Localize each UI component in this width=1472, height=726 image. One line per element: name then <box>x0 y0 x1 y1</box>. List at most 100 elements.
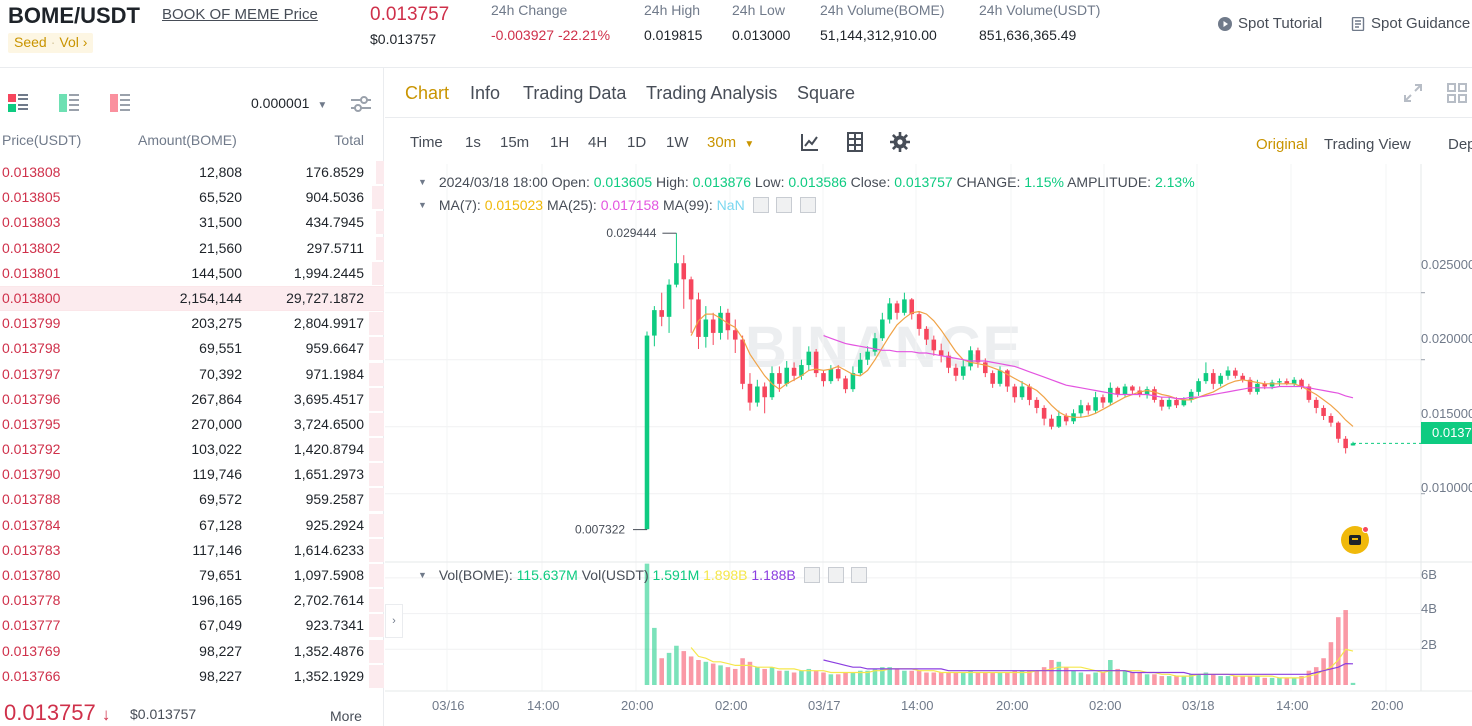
stat-24h-volume-quote: 24h Volume(USDT) 851,636,365.49 <box>979 2 1100 43</box>
ohlc-high: 0.013876 <box>692 174 752 190</box>
ask-row[interactable]: 0.013766 98,227 1,352.1929 <box>0 664 384 689</box>
chart-layout-icon[interactable] <box>845 132 865 152</box>
ask-total: 923.7341 <box>305 617 364 634</box>
close-icon[interactable] <box>800 197 817 213</box>
collapse-triangle-icon[interactable]: ▼ <box>418 177 427 187</box>
tab-trading-analysis[interactable]: Trading Analysis <box>646 83 778 103</box>
volume-bar <box>1233 676 1238 685</box>
volume-bar <box>1291 677 1297 685</box>
ask-total: 959.6647 <box>305 340 364 357</box>
ask-row[interactable]: 0.013795 270,000 3,724.6500 <box>0 412 384 437</box>
collapse-triangle-icon[interactable]: ▼ <box>418 570 427 580</box>
volume-bar <box>872 668 878 685</box>
collapse-triangle-icon[interactable]: ▼ <box>418 200 427 210</box>
eye-icon[interactable] <box>803 567 820 583</box>
interval-4h[interactable]: 4H <box>588 134 608 151</box>
ohlc-change-label: CHANGE: <box>956 174 1021 190</box>
ask-row[interactable]: 0.013778 196,165 2,702.7614 <box>0 588 384 613</box>
ask-row[interactable]: 0.013802 21,560 297.5711 <box>0 236 384 261</box>
candle-body <box>688 279 694 300</box>
fullscreen-icon[interactable] <box>1403 83 1423 103</box>
candle-body <box>887 303 892 320</box>
candlestick-chart[interactable]: 0.029444 0.007322 <box>385 164 1472 726</box>
ask-row[interactable]: 0.013788 69,572 959.2587 <box>0 487 384 512</box>
spot-guidance-link[interactable]: Spot Guidance <box>1351 15 1470 32</box>
interval-time[interactable]: Time <box>410 134 443 151</box>
ask-row[interactable]: 0.013803 31,500 434.7945 <box>0 210 384 235</box>
ma7-line <box>690 310 1354 427</box>
interval-1s[interactable]: 1s <box>465 134 481 151</box>
candle-body <box>1181 399 1187 406</box>
eye-icon[interactable] <box>752 197 769 213</box>
tab-trading-data[interactable]: Trading Data <box>523 83 627 103</box>
interval-15m[interactable]: 15m <box>500 134 530 151</box>
ask-row[interactable]: 0.013784 67,128 925.2924 <box>0 513 384 538</box>
settings-icon[interactable] <box>827 567 844 583</box>
pair-info-link[interactable]: BOOK OF MEME Price <box>162 6 318 23</box>
ask-row[interactable]: 0.013769 98,227 1,352.4876 <box>0 639 384 664</box>
candle-body <box>1144 389 1150 395</box>
col-price: Price(USDT) <box>2 132 82 148</box>
ask-row[interactable]: 0.013790 119,746 1,651.2973 <box>0 462 384 487</box>
ohlc-change: 1.15% <box>1024 174 1064 190</box>
close-icon[interactable] <box>851 567 868 583</box>
gear-icon[interactable] <box>890 132 910 152</box>
ask-row[interactable]: 0.013780 79,651 1,097.5908 <box>0 563 384 588</box>
book-bids-layout-icon[interactable] <box>59 93 79 113</box>
ask-amount: 67,128 <box>199 516 242 533</box>
settings-icon[interactable] <box>776 197 793 213</box>
ask-row[interactable]: 0.013783 117,146 1,614.6233 <box>0 538 384 563</box>
chat-float-button[interactable] <box>1341 526 1369 554</box>
view-trading-view[interactable]: Trading View <box>1324 136 1411 153</box>
vol-tick-label: 4B <box>1421 601 1437 616</box>
ask-amount: 270,000 <box>191 415 242 432</box>
view-original[interactable]: Original <box>1256 136 1308 153</box>
chart-plot-area[interactable]: BINANCE 0.029444 0.007322 ▼ 2024/03/18 18… <box>385 164 1472 726</box>
ask-row[interactable]: 0.013777 67,049 923.7341 <box>0 613 384 638</box>
grid-layout-icon[interactable] <box>1447 83 1467 103</box>
ask-row[interactable]: 0.013796 267,864 3,695.4517 <box>0 387 384 412</box>
interval-1w[interactable]: 1W <box>666 134 689 151</box>
ohlc-amplitude: 2.13% <box>1154 174 1195 190</box>
book-both-layout-icon[interactable] <box>8 93 28 113</box>
ask-row[interactable]: 0.013797 70,392 971.1984 <box>0 362 384 387</box>
book-asks-layout-icon[interactable] <box>110 93 130 113</box>
view-depth[interactable]: Depth <box>1448 136 1472 153</box>
candle-body <box>674 263 679 285</box>
ask-row[interactable]: 0.013808 12,808 176.8529 <box>0 160 384 185</box>
candle-body <box>1247 379 1253 392</box>
tab-info[interactable]: Info <box>470 83 501 103</box>
ask-row[interactable]: 0.013800 2,154,144 29,727.1872 <box>0 285 384 312</box>
volume-bar <box>1108 660 1113 685</box>
ask-total: 434.7945 <box>305 214 364 231</box>
ask-amount: 117,146 <box>192 541 242 558</box>
candle-body <box>938 350 944 356</box>
interval-30m-dropdown[interactable]: 30m ▼ <box>707 134 754 151</box>
ask-row[interactable]: 0.013798 69,551 959.6647 <box>0 336 384 361</box>
spot-tutorial-link[interactable]: Spot Tutorial <box>1218 15 1322 32</box>
candle-body <box>1299 379 1304 387</box>
candle-body <box>1019 386 1025 398</box>
ask-row[interactable]: 0.013801 144,500 1,994.2445 <box>0 261 384 286</box>
candle-body <box>652 310 657 336</box>
candle-body <box>1328 415 1334 423</box>
more-link[interactable]: More <box>330 708 362 724</box>
sliders-icon[interactable] <box>350 95 372 113</box>
volume-bar <box>938 672 944 685</box>
seed-tag[interactable]: Seed <box>14 34 47 50</box>
interval-1h[interactable]: 1H <box>550 134 570 151</box>
ask-price: 0.013780 <box>2 567 61 583</box>
ask-row[interactable]: 0.013792 103,022 1,420.8794 <box>0 437 384 462</box>
precision-select[interactable]: 0.000001 ▼ <box>251 95 327 111</box>
depth-bar <box>376 161 384 184</box>
tab-chart[interactable]: Chart <box>405 83 450 103</box>
ask-row[interactable]: 0.013799 203,275 2,804.9917 <box>0 311 384 336</box>
candle-body <box>791 367 797 376</box>
collapse-panel-button[interactable]: › <box>385 604 403 638</box>
tab-square[interactable]: Square <box>797 83 856 103</box>
ask-row[interactable]: 0.013805 65,520 904.5036 <box>0 185 384 210</box>
interval-1d[interactable]: 1D <box>627 134 647 151</box>
candle-body <box>1343 438 1348 449</box>
indicator-icon[interactable] <box>800 132 820 152</box>
vol-tag[interactable]: Vol › <box>59 34 88 50</box>
